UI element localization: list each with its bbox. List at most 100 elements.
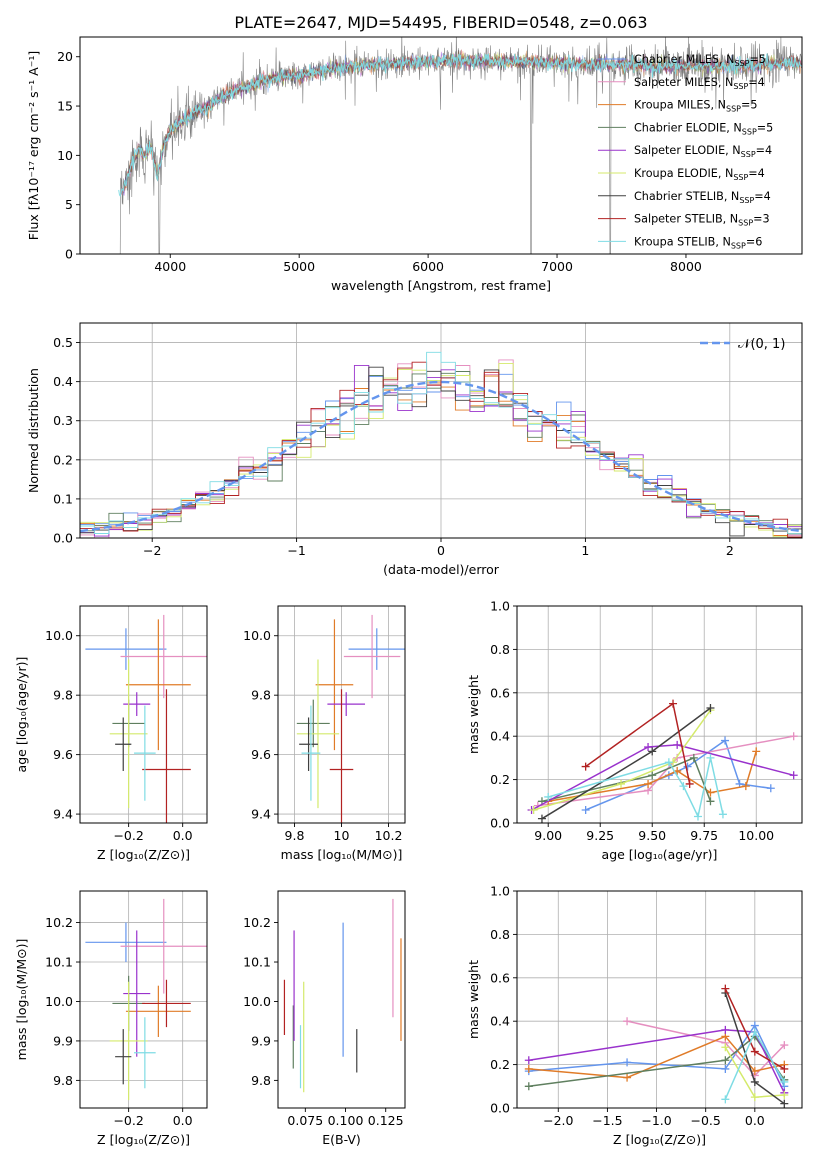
- errorbar-point: [134, 1017, 156, 1089]
- y-tick-label: 0.2: [53, 452, 73, 467]
- mass-weight-marker: [683, 762, 692, 771]
- y-tick-label: 10.0: [45, 628, 73, 643]
- mass-weight-marker: [741, 782, 750, 791]
- legend-label-text: Salpeter MILES, N: [634, 76, 733, 89]
- plot-area: [296, 614, 405, 823]
- spectrum-model-line-7: [123, 49, 802, 191]
- figure-title: PLATE=2647, MJD=54495, FIBERID=0548, z=0…: [234, 13, 647, 32]
- x-tick-label: 9.25: [586, 828, 614, 843]
- errorbar-point: [85, 922, 167, 963]
- legend-label-text: Chabrier ELODIE, N: [634, 121, 742, 134]
- mass-weight-marker: [721, 1064, 730, 1073]
- mass-weight-marker: [648, 771, 657, 780]
- legend-label-text: Chabrier MILES, N: [634, 53, 734, 66]
- mass-weight-marker: [718, 810, 727, 819]
- mass-weight-marker: [706, 753, 715, 762]
- x-tick-label: 0: [437, 543, 445, 558]
- legend-label-sub: SSP: [742, 127, 757, 136]
- legend-label-value: =6: [746, 235, 763, 248]
- x-tick-label: 4000: [154, 259, 186, 274]
- y-tick-label: 0.0: [490, 1101, 510, 1116]
- y-tick-label: 10: [57, 148, 73, 163]
- legend-label-text: Kroupa MILES, N: [634, 99, 726, 112]
- errorbar-point: [348, 628, 405, 670]
- mass-weight-marker: [544, 792, 553, 801]
- mass-weight-line-2: [548, 751, 757, 803]
- mass-weight-marker: [648, 747, 657, 756]
- mass-weight-marker: [673, 740, 682, 749]
- plot-area: [524, 984, 789, 1108]
- errorbar-point: [109, 981, 148, 1101]
- legend-label-sub: SSP: [733, 82, 748, 91]
- x-tick-label: 0.075: [287, 1113, 323, 1128]
- mass-weight-marker: [679, 782, 688, 791]
- axes-overlay: 9.00 9.25 9.50 9.75 10.00 0.0 0.2 0.4 0.6 0.8 1.0 a…: [466, 599, 803, 862]
- y-axis-label: Normed distribution: [26, 368, 41, 493]
- legend-label: Salpeter ELODIE, NSSP=4: [634, 144, 772, 159]
- legend-label: Salpeter MILES, NSSP=4: [634, 76, 765, 91]
- mass-weight-marker: [524, 1064, 533, 1073]
- y-axis-label: mass weight: [466, 675, 481, 754]
- legend-label-value: =4: [756, 144, 773, 157]
- errorbar-point: [142, 689, 191, 823]
- mass-weight-marker: [750, 1067, 759, 1076]
- legend-label-value: =5: [741, 99, 758, 112]
- mass-weight-marker: [721, 1043, 730, 1052]
- errorbar-point: [120, 614, 207, 699]
- x-tick-label: 0.0: [745, 1113, 765, 1128]
- errorbar-point: [123, 930, 151, 1057]
- y-tick-label: 0.5: [53, 335, 73, 350]
- mass-weight-marker: [623, 1058, 632, 1067]
- x-tick-label: −0.2: [113, 1113, 143, 1128]
- legend-label-sub: SSP: [733, 173, 748, 182]
- legend-label: Chabrier ELODIE, NSSP=5: [634, 121, 773, 136]
- axes-overlay: 4000 5000 6000 7000 8000 0 5 10 15 20 wavelength […: [26, 36, 803, 293]
- x-tick-label: −0.2: [113, 828, 143, 843]
- mass-weight-marker: [780, 1041, 789, 1050]
- mass-weight-marker: [750, 1093, 759, 1102]
- mass-weight-marker: [529, 805, 538, 814]
- plot-area: [85, 898, 207, 1101]
- y-tick-label: 10.2: [243, 915, 271, 930]
- legend-label-value: =4: [748, 76, 765, 89]
- x-tick-label: 8000: [670, 259, 702, 274]
- y-tick-label: 0.2: [490, 1057, 510, 1072]
- plot-area: [527, 699, 798, 823]
- errorbar-point: [115, 717, 132, 771]
- y-tick-label: 9.9: [251, 1033, 271, 1048]
- legend-label-sub: SSP: [741, 150, 756, 159]
- legend-label-sub: SSP: [739, 196, 754, 205]
- axes-frame: [516, 890, 803, 1109]
- mass-weight-marker: [537, 814, 546, 823]
- legend-label-text: Kroupa ELODIE, N: [634, 167, 733, 180]
- y-tick-label: 15: [57, 99, 73, 114]
- mass-weight-marker: [780, 1077, 789, 1086]
- mass-weight-marker: [766, 784, 775, 793]
- y-tick-label: 0.0: [53, 531, 73, 546]
- mass-weight-marker: [750, 1047, 759, 1056]
- x-axis-label: mass [log₁₀(M/M⊙)]: [281, 847, 403, 862]
- mass-weight-marker: [750, 1028, 759, 1037]
- y-tick-label: 10.1: [243, 955, 271, 970]
- x-axis-label: Z [log₁₀(Z/Z⊙)]: [613, 1132, 706, 1147]
- mass-weight-marker: [617, 779, 626, 788]
- mass-weight-marker: [706, 797, 715, 806]
- x-tick-label: −1.0: [641, 1113, 671, 1128]
- errorbar-point: [142, 979, 191, 1028]
- y-tick-label: 0.1: [53, 491, 73, 506]
- x-tick-label: 1: [581, 543, 589, 558]
- x-tick-label: −2.0: [543, 1113, 573, 1128]
- y-tick-label: 0.6: [490, 970, 510, 985]
- plot-area: [118, 37, 802, 254]
- y-tick-label: 10.0: [243, 994, 271, 1009]
- axes-overlay: 9.8 10 10.2 9.4 9.6 9.8 10.0 mass [log₁₀(M/M⊙)]: [243, 605, 406, 862]
- x-tick-label: 7000: [541, 259, 573, 274]
- legend-label-sub: SSP: [726, 105, 741, 114]
- residual-histogram-7: [80, 361, 802, 538]
- plot-area: [283, 898, 402, 1093]
- mass-weight-marker: [524, 1056, 533, 1065]
- y-axis-label: mass weight: [466, 960, 481, 1039]
- mass-weight-line-8: [547, 757, 724, 819]
- mass-weight-marker: [750, 1077, 759, 1086]
